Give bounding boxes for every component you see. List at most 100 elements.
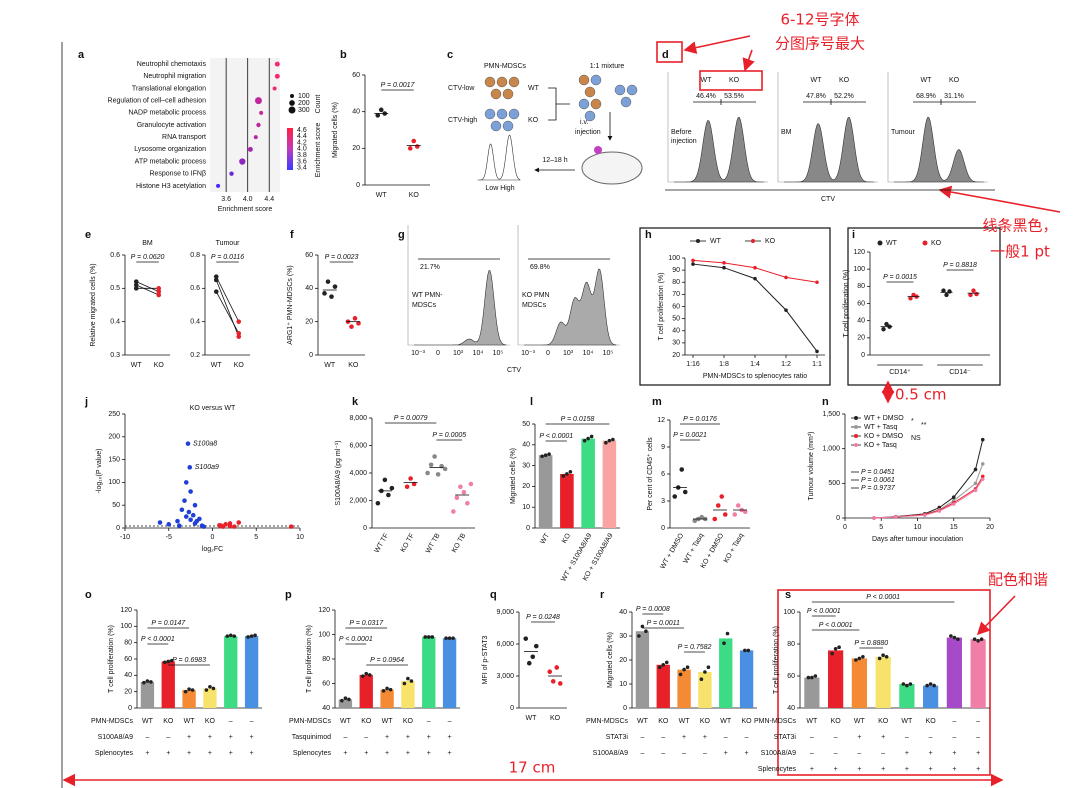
- data-point: [332, 284, 338, 289]
- row-cell: +: [145, 750, 149, 757]
- gate-value: 46.4%: [696, 93, 716, 100]
- annotation: 一般1 pt: [990, 243, 1050, 261]
- data-point: [375, 113, 381, 118]
- data-point: [325, 279, 331, 284]
- data-point: [547, 452, 551, 456]
- x-tick-label: 10⁵: [493, 350, 504, 357]
- row-cell: +: [187, 734, 191, 741]
- gate-value: 53.5%: [724, 93, 744, 100]
- data-point: [540, 454, 544, 459]
- y-tick-label: 80: [787, 641, 795, 648]
- data-point: [406, 676, 410, 681]
- bar: [828, 650, 844, 708]
- x-tick-label: 10⁴: [473, 350, 484, 357]
- data-point: [204, 688, 209, 692]
- data-point: [947, 289, 952, 294]
- y-tick-label: 120: [853, 249, 865, 256]
- p-value: P = 0.0017: [381, 82, 416, 89]
- data-point: [236, 334, 242, 339]
- gate-header: WT: [921, 77, 933, 84]
- data-point: [388, 687, 393, 692]
- data-point: [227, 521, 233, 526]
- row-cell: KO: [831, 718, 842, 725]
- bar: [338, 699, 353, 708]
- x-tick-label: 0: [546, 350, 550, 357]
- data-point: [232, 524, 237, 529]
- x-label: CTV: [821, 196, 835, 203]
- y-tick-label: 500: [828, 480, 840, 487]
- data-point: [375, 500, 381, 506]
- highlight-box: [699, 70, 763, 91]
- data-point: [423, 635, 428, 639]
- y-tick-label: 80: [322, 656, 330, 663]
- bubble: [259, 110, 264, 115]
- data-point: [145, 679, 150, 683]
- data-point: [922, 513, 927, 518]
- data-point: [352, 316, 358, 321]
- row-cell: –: [250, 718, 254, 725]
- row-label: PMN-MDSCs: [91, 718, 133, 725]
- data-point: [706, 665, 711, 669]
- data-point: [228, 633, 233, 638]
- panel-letter: k: [352, 396, 359, 408]
- arrow: [938, 185, 1061, 213]
- data-point: [586, 436, 590, 441]
- row-cell: +: [905, 750, 909, 757]
- y-label: -log₁₀(P value): [96, 449, 103, 494]
- data-point: [732, 512, 738, 517]
- legend-label: 4.2: [297, 139, 307, 146]
- y-tick-label: 0.6: [110, 252, 120, 259]
- size-key: [288, 106, 296, 114]
- bubble: [216, 183, 221, 188]
- data-point: [971, 288, 976, 293]
- y-tick-label: 20: [305, 319, 313, 326]
- legend-label: 4.6: [297, 127, 307, 134]
- row-cell: +: [952, 750, 956, 757]
- x-label: log₂FC: [202, 546, 223, 553]
- y-tick-label: 40: [522, 442, 530, 449]
- y-tick-label: 60: [305, 252, 313, 259]
- data-point: [447, 636, 452, 640]
- data-point: [692, 518, 698, 524]
- row-cell: WT: [854, 718, 866, 725]
- p-value: P = 0.0008: [636, 606, 670, 613]
- p-value: P < 0.0001: [807, 608, 841, 615]
- p-value: P = 0.0023: [325, 254, 359, 261]
- p-value: P = 0.0248: [526, 614, 560, 621]
- data-point: [162, 660, 167, 665]
- plot-frame: [210, 58, 280, 192]
- y-label: S100A8/A9 (pg ml⁻¹): [335, 440, 342, 505]
- bubble: [239, 158, 246, 165]
- term-label: Neutrophil migration: [143, 73, 206, 80]
- data-point: [236, 520, 242, 525]
- x-tick-label: WT + Tasq: [683, 532, 706, 565]
- panel-letter: p: [285, 589, 292, 601]
- y-label: T cell proliferation (%): [306, 625, 313, 693]
- data-point: [699, 677, 704, 681]
- y-tick-label: 20: [672, 352, 680, 359]
- y-label: Relative migrated cells (%): [90, 263, 97, 346]
- data-point: [183, 480, 189, 485]
- p-value: P = 0.7582: [678, 644, 712, 651]
- row-cell: –: [640, 750, 644, 757]
- legend-title: Enrichment score: [315, 123, 322, 178]
- data-point: [381, 689, 386, 693]
- row-cell: +: [724, 750, 728, 757]
- bubble: [272, 86, 277, 91]
- data-point: [951, 502, 956, 506]
- data-point: [743, 648, 747, 653]
- annotation: 线条黑色，: [982, 217, 1057, 235]
- data-point: [561, 474, 566, 478]
- data-point: [213, 289, 219, 294]
- data-point: [253, 633, 257, 638]
- data-point: [386, 492, 391, 498]
- p-value: P = 0.0015: [883, 274, 917, 281]
- data-point: [156, 292, 162, 298]
- bubble: [274, 61, 280, 67]
- data-point: [872, 516, 876, 520]
- data-point: [973, 467, 978, 472]
- legend-label: KO + DMSO: [864, 433, 904, 440]
- data-point: [884, 655, 889, 659]
- cell-icon: [496, 108, 508, 120]
- term-label: Granulocyte activation: [137, 122, 206, 129]
